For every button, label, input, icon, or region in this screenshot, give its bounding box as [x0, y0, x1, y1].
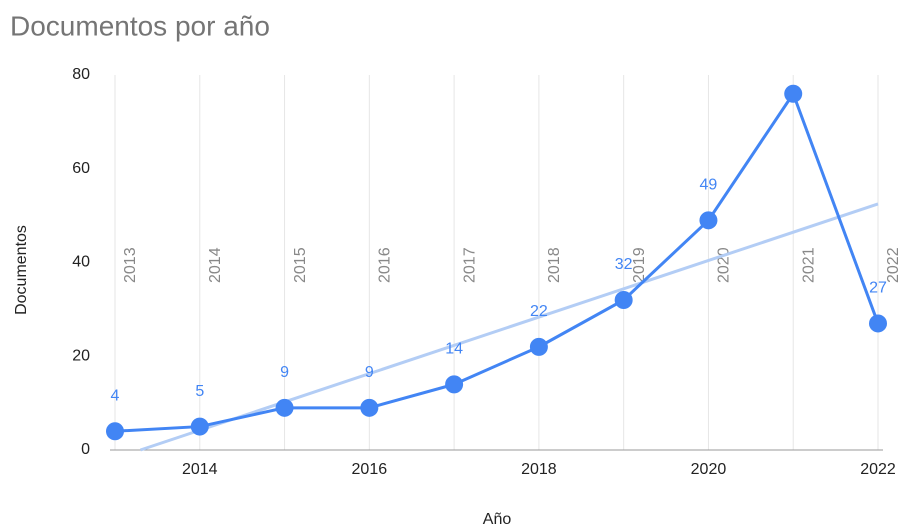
data-label: 14: [445, 341, 463, 358]
vertical-label: 2017: [461, 247, 478, 283]
vertical-label: 2014: [207, 247, 224, 283]
y-tick-label: 20: [72, 347, 90, 364]
data-point: [445, 375, 464, 394]
data-point: [190, 417, 209, 436]
vertical-label: 2021: [800, 247, 817, 283]
vertical-label: 2022: [885, 247, 902, 283]
chart-title: Documentos por año: [10, 10, 270, 41]
trendline: [139, 202, 879, 452]
data-point: [106, 422, 124, 441]
y-axis-title: Documentos: [13, 225, 30, 315]
x-axis-title: Año: [483, 511, 512, 528]
data-label: 9: [280, 364, 289, 381]
data-label: 49: [700, 177, 718, 194]
data-label: 32: [615, 256, 633, 273]
y-tick-label: 0: [81, 441, 90, 458]
vertical-label: 2019: [631, 247, 648, 283]
y-tick-label: 40: [72, 254, 90, 271]
x-tick-label: 2014: [182, 461, 218, 478]
data-label: 27: [869, 280, 887, 297]
vertical-label: 2016: [377, 247, 394, 283]
x-tick-label: 2016: [352, 461, 388, 478]
data-point: [699, 211, 718, 230]
vertical-label: 2015: [292, 247, 309, 283]
vertical-label: 2018: [546, 247, 563, 283]
data-point: [614, 291, 633, 309]
data-point: [275, 398, 294, 417]
data-label: 4: [111, 387, 120, 404]
data-label: 22: [530, 303, 548, 320]
data-point: [529, 337, 548, 356]
y-tick-label: 60: [72, 160, 90, 177]
data-label: 9: [365, 364, 374, 381]
data-point: [360, 398, 379, 417]
x-tick-label: 2020: [691, 461, 727, 478]
data-point: [869, 314, 887, 333]
data-label: 5: [195, 383, 204, 400]
x-tick-label: 2018: [521, 461, 557, 478]
vertical-label: 2013: [122, 247, 139, 283]
x-tick-label: 2022: [860, 461, 896, 478]
series-line: [114, 92, 880, 433]
data-point: [784, 84, 803, 103]
y-tick-label: 80: [72, 66, 90, 83]
